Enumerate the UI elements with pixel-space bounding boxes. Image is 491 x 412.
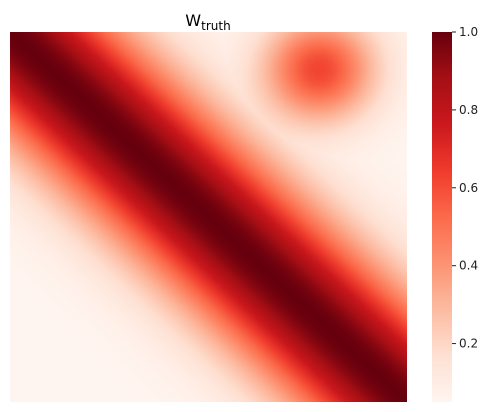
colorbar-tick-label: 0.4 — [459, 259, 478, 273]
chart-title-subscript: truth — [201, 19, 231, 33]
colorbar-tick-label: 0.8 — [459, 103, 478, 117]
colorbar-tick-label: 1.0 — [459, 25, 478, 39]
heatmap-plot-area — [10, 32, 407, 402]
colorbar-tick-label: 0.2 — [459, 337, 478, 351]
colorbar-gradient — [432, 32, 452, 402]
chart-title: Wtruth — [185, 11, 230, 33]
colorbar: 0.2 0.4 0.6 0.8 1.0 — [432, 25, 478, 402]
colorbar-tick-label: 0.6 — [459, 181, 478, 195]
heatmap-cells — [10, 32, 407, 402]
chart-title-main: W — [185, 11, 201, 30]
colorbar-ticks: 0.2 0.4 0.6 0.8 1.0 — [452, 25, 478, 351]
